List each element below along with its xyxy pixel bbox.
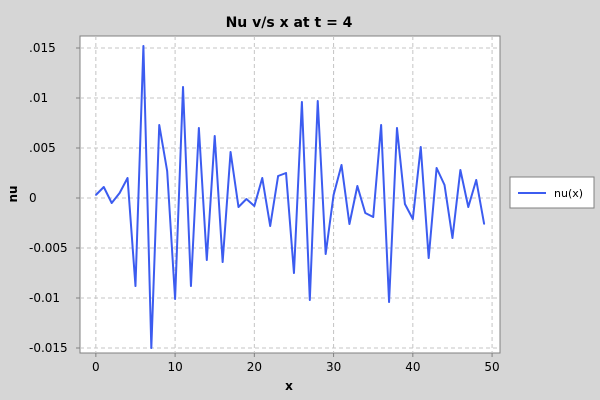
y-tick-label: -0.01 [29,291,60,305]
y-tick-label: .01 [29,91,48,105]
x-tick-label: 0 [92,360,100,374]
data-point [332,194,335,196]
data-point [134,285,137,287]
data-point [269,225,271,227]
x-tick-label: 50 [484,360,499,374]
data-point [340,164,343,166]
data-point [213,135,216,137]
data-point [102,186,105,188]
data-point [475,179,478,181]
series-layer [95,45,486,349]
data-point [348,223,351,225]
legend-label: nu(x) [554,187,583,200]
axes [76,47,493,357]
data-point [110,202,113,204]
tick-labels: 0 10 20 30 40 50 .015 .01 .005 0 -0.005 -0.01 -0.015 [29,41,500,374]
data-point [277,175,279,177]
data-point [118,192,121,194]
data-point [261,177,264,179]
series-line-nu-x [95,45,486,349]
data-point [356,185,359,187]
data-point [309,299,311,301]
x-tick-label: 30 [326,360,341,374]
data-point [324,253,327,255]
data-point [229,151,232,153]
data-point [150,347,153,349]
data-point [364,212,367,214]
data-point [451,237,454,239]
data-point [237,206,240,208]
y-tick-label: 0 [29,191,37,205]
data-point [293,272,295,274]
data-point [221,261,224,263]
data-point [205,259,208,261]
y-tick-label: .015 [29,41,56,55]
data-point [396,127,398,129]
data-point [253,205,256,207]
data-point [142,45,145,47]
data-point [483,223,485,225]
data-point [435,167,438,169]
chart-title: Nu v/s x at t = 4 [226,15,353,31]
data-point [380,124,382,126]
data-point [245,198,248,200]
y-tick-label: -0.015 [29,341,68,355]
data-point [404,203,406,205]
data-point [419,146,422,148]
data-point [427,257,430,259]
data-point [126,177,129,179]
data-point [467,206,470,208]
data-point [285,172,287,174]
data-point [158,124,161,126]
data-point [459,169,462,171]
data-point [316,100,319,102]
legend: nu(x) [509,176,595,209]
x-tick-label: 40 [405,360,420,374]
data-point [388,301,390,303]
y-tick-label: -0.005 [29,241,68,255]
data-point [412,218,414,220]
data-point [182,86,184,88]
y-tick-label: .005 [29,141,56,155]
data-point [95,194,97,196]
data-point [443,184,446,186]
data-point [174,298,176,300]
y-axis-label: nu [6,185,20,202]
x-tick-label: 10 [167,360,182,374]
x-tick-label: 20 [247,360,262,374]
data-point [372,216,375,218]
data-point [166,170,168,172]
x-axis-label: x [285,379,293,393]
data-point [198,127,200,129]
data-point [190,285,192,287]
data-point [301,101,303,103]
